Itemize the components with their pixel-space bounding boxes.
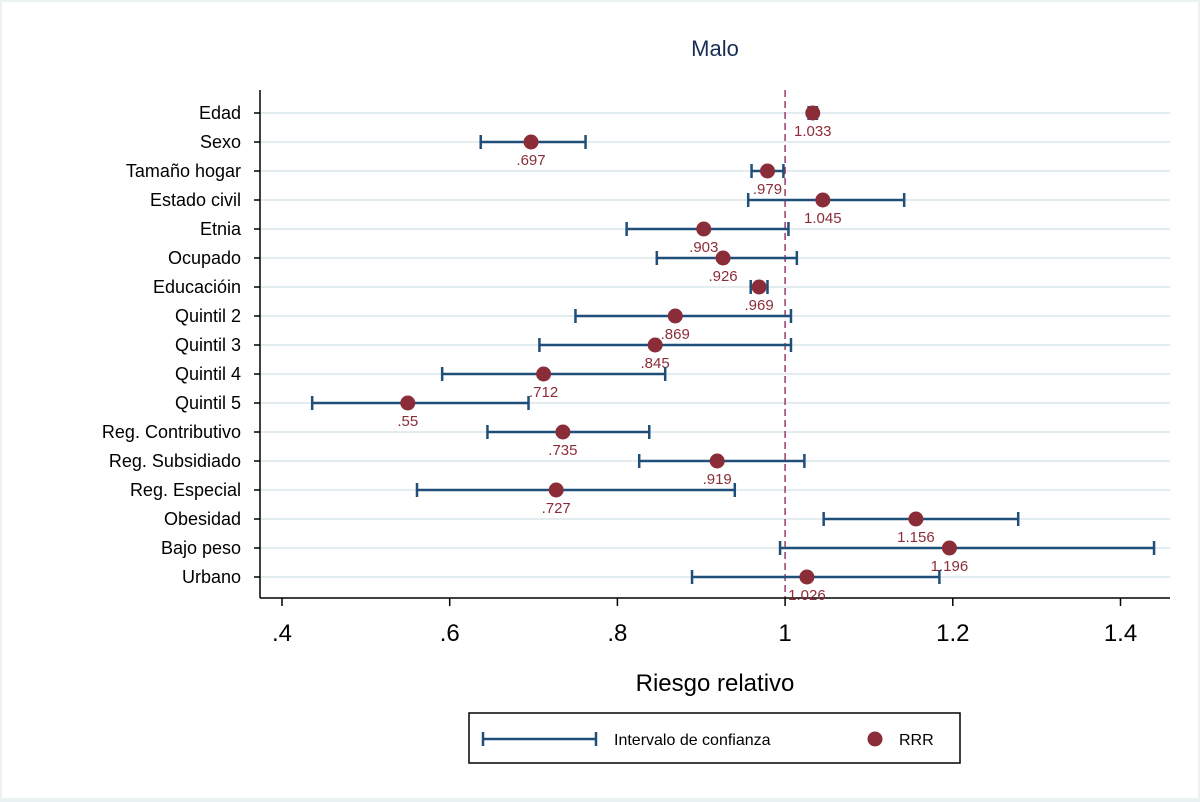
rrr-value-label: .845 (641, 355, 670, 372)
category-label: Obesidad (164, 509, 241, 529)
rrr-value-label: .969 (745, 297, 774, 314)
chart-title: Malo (691, 36, 739, 61)
legend: Intervalo de confianza RRR (468, 712, 961, 764)
rrr-point (696, 221, 712, 237)
x-axis: .4 .6 .8 1 1.2 1.4 (260, 597, 1170, 647)
legend-rrr-label: RRR (899, 732, 934, 749)
rrr-value-label: .727 (542, 500, 571, 517)
row-marks: 1.196 (778, 540, 1156, 575)
rrr-value-label: 1.026 (788, 587, 826, 604)
rrr-value-label: 1.196 (931, 558, 969, 575)
rrr-point (751, 279, 767, 295)
legend-rrr-point (867, 731, 883, 747)
category-label: Quintil 2 (175, 306, 241, 326)
rrr-value-label: .697 (516, 152, 545, 169)
x-axis-title: Riesgo relativo (636, 670, 795, 697)
row-marks: .697 (479, 134, 587, 169)
rrr-point (555, 424, 571, 440)
row-marks: 1.045 (746, 192, 906, 227)
category-label: Reg. Especial (130, 480, 241, 500)
row-marks: .919 (637, 453, 806, 488)
row-marks: 1.026 (690, 569, 941, 604)
x-tick-label: .8 (607, 620, 627, 647)
row-marks: .712 (440, 366, 667, 401)
rrr-value-label: .712 (529, 384, 558, 401)
category-label: Sexo (200, 132, 241, 152)
rrr-value-label: 1.156 (897, 529, 935, 546)
row-marks: .979 (750, 163, 785, 198)
rrr-point (805, 105, 821, 121)
legend-ci-item (481, 732, 598, 746)
rrr-value-label: .926 (708, 268, 737, 285)
rrr-value-label: .869 (661, 326, 690, 343)
row-marks: .727 (415, 482, 737, 517)
category-label: Quintil 5 (175, 393, 241, 413)
rrr-value-label: 1.045 (804, 210, 842, 227)
rrr-point (536, 366, 552, 382)
category-label: Quintil 3 (175, 335, 241, 355)
x-tick-label: 1 (778, 620, 791, 647)
category-label: Reg. Contributivo (102, 422, 241, 442)
row-marks: .869 (574, 308, 793, 343)
rrr-point (799, 569, 815, 585)
rrr-value-label: .55 (397, 413, 418, 430)
rrr-point (941, 540, 957, 556)
row-marks: .969 (745, 279, 774, 314)
category-label: Tamaño hogar (126, 161, 241, 181)
rrr-value-label: .903 (689, 239, 718, 256)
row-marks: .735 (486, 424, 651, 459)
category-label: Edad (199, 103, 241, 123)
rrr-point (709, 453, 725, 469)
x-tick-label: .4 (272, 620, 292, 647)
rrr-value-label: 1.033 (794, 123, 832, 140)
category-label: Ocupado (168, 248, 241, 268)
rrr-point (667, 308, 683, 324)
legend-rrr-item (867, 731, 883, 747)
category-label: Reg. Subsidiado (109, 451, 241, 471)
row-marks: .903 (625, 221, 790, 256)
row-marks: .55 (310, 395, 530, 430)
category-label: Etnia (200, 219, 242, 239)
legend-ci-label: Intervalo de confianza (614, 732, 771, 749)
category-label: Bajo peso (161, 538, 241, 558)
row-marks: .845 (538, 337, 793, 372)
category-label: Educacióin (153, 277, 241, 297)
category-label: Quintil 4 (175, 364, 241, 384)
row-marks: 1.156 (822, 511, 1020, 546)
rrr-point (908, 511, 924, 527)
rrr-point (523, 134, 539, 150)
data-marks: 1.033 .697 .979 1.045 .903 .926 .969 .869 .845 .7… (310, 105, 1156, 604)
x-tick-label: .6 (440, 620, 460, 647)
rrr-point (647, 337, 663, 353)
rrr-point (715, 250, 731, 266)
category-label: Urbano (182, 567, 241, 587)
row-marks: 1.033 (794, 105, 832, 140)
rrr-value-label: .735 (548, 442, 577, 459)
x-tick-label: 1.2 (936, 620, 969, 647)
rrr-value-label: .979 (753, 181, 782, 198)
x-tick-label: 1.4 (1104, 620, 1137, 647)
rrr-point (548, 482, 564, 498)
rrr-point (815, 192, 831, 208)
rrr-point (759, 163, 775, 179)
rrr-value-label: .919 (703, 471, 732, 488)
category-axis: Edad Sexo Tamaño hogar Estado civil Etnia Ocu… (102, 90, 261, 598)
rrr-point (400, 395, 416, 411)
category-label: Estado civil (150, 190, 241, 210)
row-marks: .926 (655, 250, 799, 285)
